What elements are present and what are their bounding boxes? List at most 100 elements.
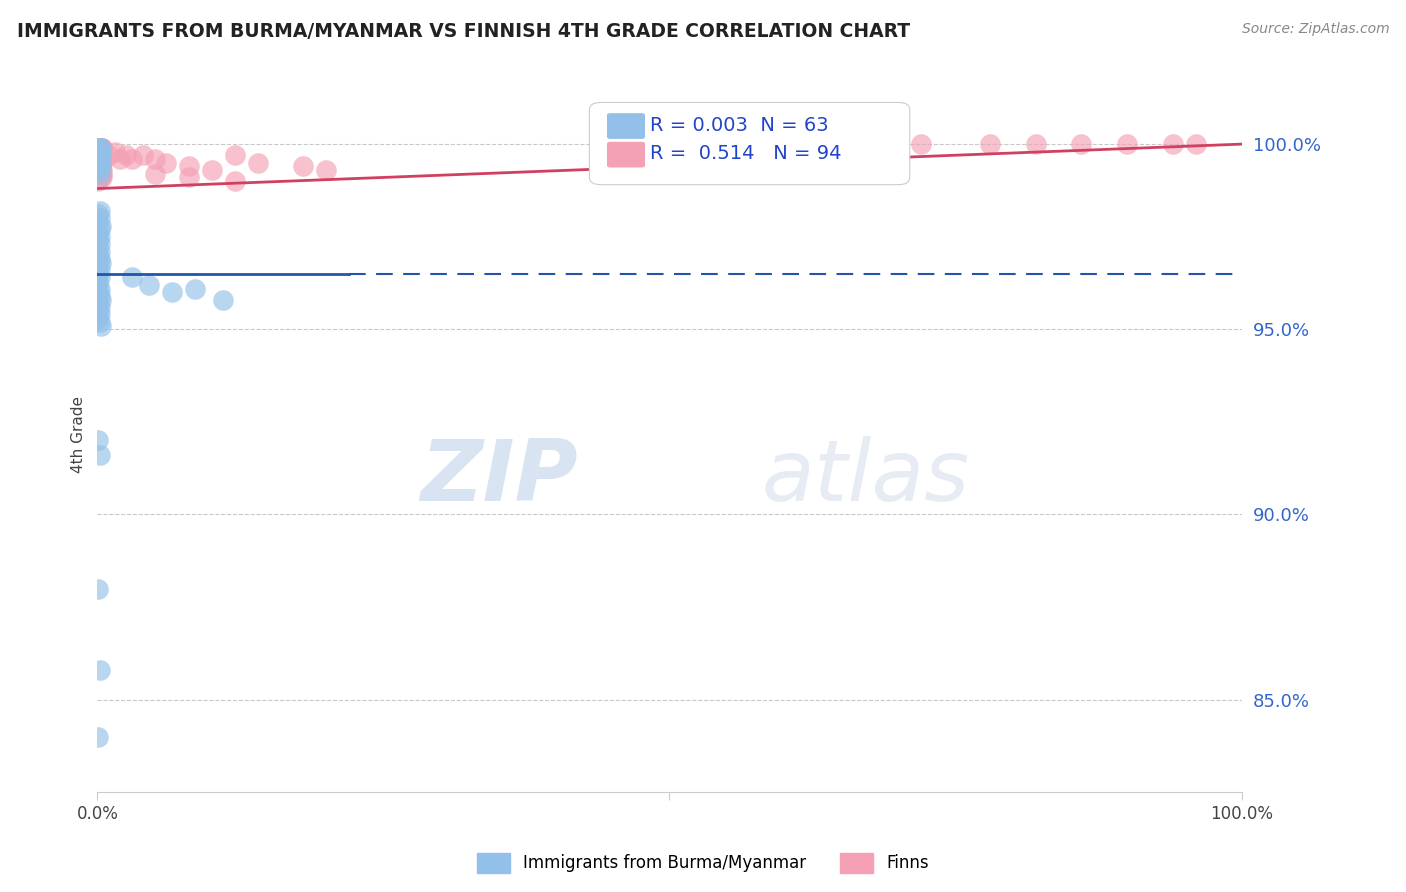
Point <box>90 145 112 159</box>
Point <box>87 163 110 178</box>
Point <box>90 159 112 173</box>
Point <box>89 263 111 277</box>
Point <box>90 141 112 155</box>
Point <box>90 159 112 173</box>
Point <box>87 145 110 159</box>
Point <box>90 148 112 162</box>
Point <box>89 159 111 173</box>
Point <box>89 159 111 173</box>
Point <box>89 237 111 252</box>
Point <box>160 285 183 300</box>
Point <box>89 141 111 155</box>
Point <box>89 244 111 259</box>
Point <box>87 311 110 326</box>
FancyBboxPatch shape <box>589 103 910 185</box>
Point <box>89 145 111 159</box>
Point <box>89 155 111 169</box>
Point <box>224 174 246 188</box>
Point <box>90 155 112 169</box>
Point <box>155 155 177 169</box>
Point <box>87 145 110 159</box>
Point <box>201 163 224 178</box>
Point <box>97 148 120 162</box>
Point <box>87 152 110 166</box>
Point <box>90 170 112 185</box>
Point <box>910 137 932 152</box>
Point <box>87 148 110 162</box>
Point <box>89 289 111 303</box>
Point <box>90 167 112 181</box>
Point <box>87 141 110 155</box>
Point <box>90 170 112 185</box>
Point <box>177 170 200 185</box>
Point <box>87 159 110 173</box>
Point <box>87 274 110 288</box>
Point <box>87 241 110 255</box>
Point <box>90 152 112 166</box>
Point <box>89 448 111 462</box>
Point <box>1185 137 1208 152</box>
Point <box>87 296 110 310</box>
Point <box>90 141 112 155</box>
Point <box>89 663 111 677</box>
Point <box>89 152 111 166</box>
Point <box>143 167 166 181</box>
Point <box>315 163 337 178</box>
Point <box>89 159 111 173</box>
Point <box>87 141 110 155</box>
Text: ZIP: ZIP <box>420 436 578 519</box>
FancyBboxPatch shape <box>607 114 644 138</box>
Point <box>89 148 111 162</box>
Point <box>212 293 235 307</box>
FancyBboxPatch shape <box>607 143 644 167</box>
Point <box>90 155 112 169</box>
Point <box>87 174 110 188</box>
Point <box>87 207 110 221</box>
Point <box>132 148 155 162</box>
Point <box>90 219 112 233</box>
Point <box>89 148 111 162</box>
Point <box>87 248 110 262</box>
Point <box>90 159 112 173</box>
Point <box>87 152 110 166</box>
Point <box>87 152 110 166</box>
Point <box>89 203 111 218</box>
Text: atlas: atlas <box>761 436 969 519</box>
Point <box>87 148 110 162</box>
Point <box>89 252 111 266</box>
Point <box>90 152 112 166</box>
Point <box>87 215 110 229</box>
Point <box>1025 137 1047 152</box>
Point <box>1070 137 1092 152</box>
Point <box>89 152 111 166</box>
Point <box>87 145 110 159</box>
Point <box>89 308 111 322</box>
Point <box>89 148 111 162</box>
Point <box>177 159 200 173</box>
Point <box>183 281 205 295</box>
Point <box>89 152 111 166</box>
Point <box>87 155 110 169</box>
Point <box>89 163 111 178</box>
Point <box>773 141 796 155</box>
Legend: Immigrants from Burma/Myanmar, Finns: Immigrants from Burma/Myanmar, Finns <box>470 847 936 880</box>
Point <box>90 167 112 181</box>
Point <box>87 226 110 240</box>
Point <box>87 163 110 178</box>
Point <box>1116 137 1139 152</box>
Point <box>89 163 111 178</box>
Point <box>87 730 110 744</box>
Point <box>138 277 160 292</box>
Point <box>224 148 246 162</box>
Point <box>89 229 111 244</box>
Text: IMMIGRANTS FROM BURMA/MYANMAR VS FINNISH 4TH GRADE CORRELATION CHART: IMMIGRANTS FROM BURMA/MYANMAR VS FINNISH… <box>17 22 910 41</box>
Y-axis label: 4th Grade: 4th Grade <box>72 396 86 474</box>
Point <box>89 148 111 162</box>
Point <box>87 159 110 173</box>
Point <box>87 267 110 281</box>
Point <box>87 155 110 169</box>
Point <box>103 145 125 159</box>
Point <box>87 141 110 155</box>
Point <box>89 167 111 181</box>
Point <box>90 163 112 178</box>
